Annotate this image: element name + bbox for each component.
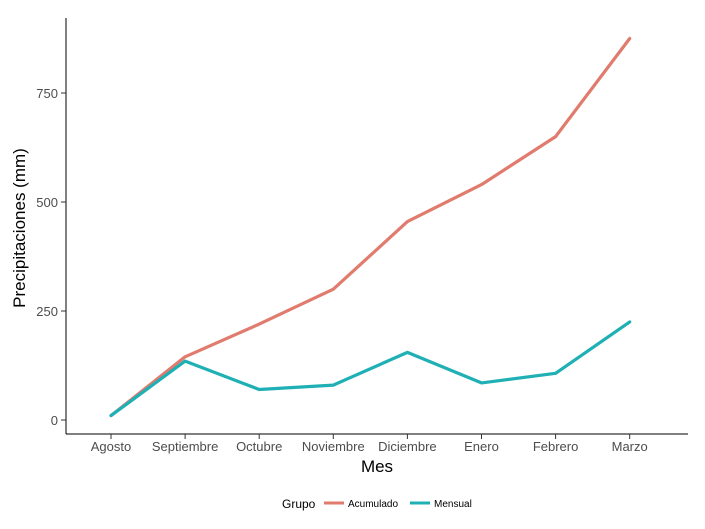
x-tick-label: Noviembre [302, 439, 365, 454]
legend-title: Grupo [282, 497, 316, 511]
series-lines [109, 36, 632, 418]
legend-items: Acumulado Mensual [324, 499, 472, 510]
x-tick-label: Marzo [612, 439, 648, 454]
x-tick-label: Octubre [236, 439, 282, 454]
x-tick-label: Enero [464, 439, 499, 454]
series-line-mensual [109, 320, 632, 418]
y-axis-title: Precipitaciones (mm) [10, 148, 29, 308]
y-tick-label: 750 [36, 86, 58, 101]
legend-label-mensual: Mensual [434, 499, 472, 510]
legend: Grupo Acumulado Mensual [282, 497, 472, 511]
legend-label-acumulado: Acumulado [348, 499, 398, 510]
y-tick-label: 500 [36, 195, 58, 210]
axes [65, 18, 688, 435]
x-tick-label: Agosto [91, 439, 131, 454]
x-axis-title: Mes [361, 457, 393, 476]
y-tick-label: 250 [36, 304, 58, 319]
x-tick-label: Febrero [533, 439, 579, 454]
x-tick-label: Diciembre [378, 439, 437, 454]
x-ticks: Agosto Septiembre Octubre Noviembre Diciembr… [91, 434, 648, 454]
y-ticks: 0 250 500 750 [36, 86, 66, 428]
series-line-acumulado [109, 36, 632, 418]
x-tick-label: Septiembre [152, 439, 218, 454]
y-tick-label: 0 [51, 413, 58, 428]
